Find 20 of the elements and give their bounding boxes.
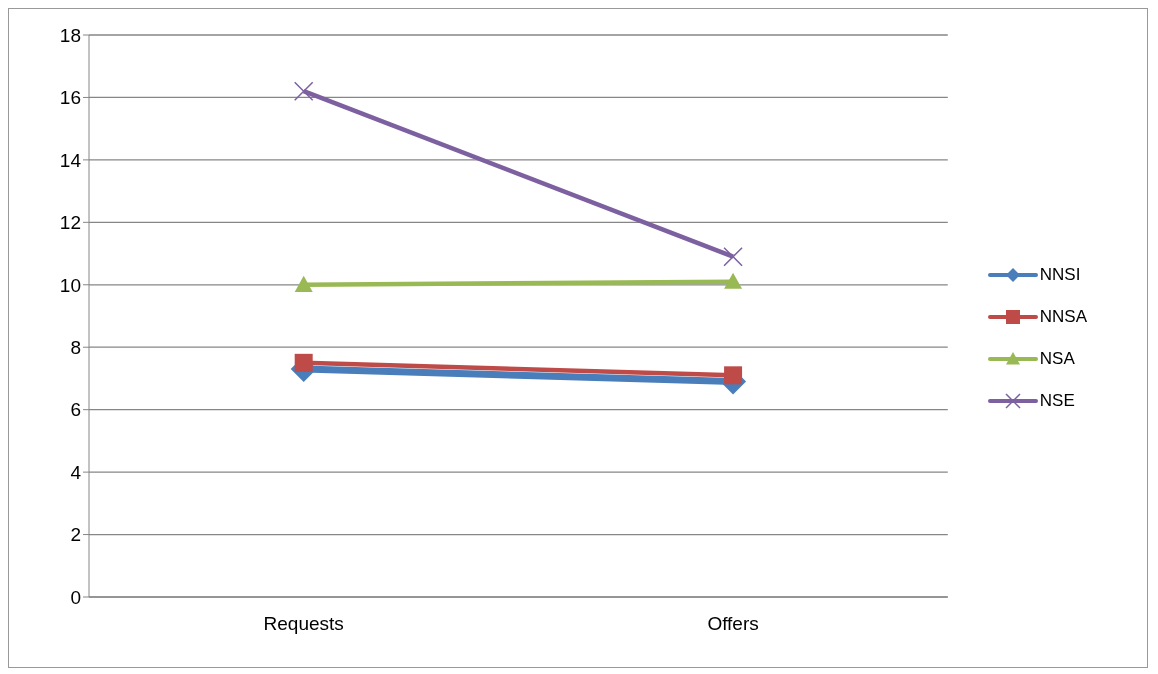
- legend-label: NSE: [1039, 391, 1075, 411]
- legend-label: NNSI: [1039, 265, 1081, 285]
- y-tick-label: 4: [70, 461, 82, 483]
- legend-label: NSA: [1039, 349, 1075, 369]
- x-tick-label: Offers: [707, 613, 759, 635]
- y-tick-label: 6: [70, 399, 81, 421]
- y-tick-label: 0: [70, 586, 81, 608]
- y-tick-label: 10: [59, 274, 81, 296]
- y-tick-label: 8: [70, 336, 81, 358]
- y-tick-label: 12: [59, 212, 81, 234]
- y-tick-label: 18: [59, 24, 81, 46]
- x-tick-label: Requests: [263, 613, 344, 635]
- y-tick-label: 16: [59, 87, 81, 109]
- point: [723, 246, 743, 267]
- legend-label: NNSA: [1039, 307, 1087, 327]
- point: [724, 366, 743, 385]
- y-tick-label: 14: [59, 149, 82, 171]
- y-tick-label: 2: [70, 524, 81, 546]
- point: [293, 81, 314, 101]
- point: [294, 353, 313, 372]
